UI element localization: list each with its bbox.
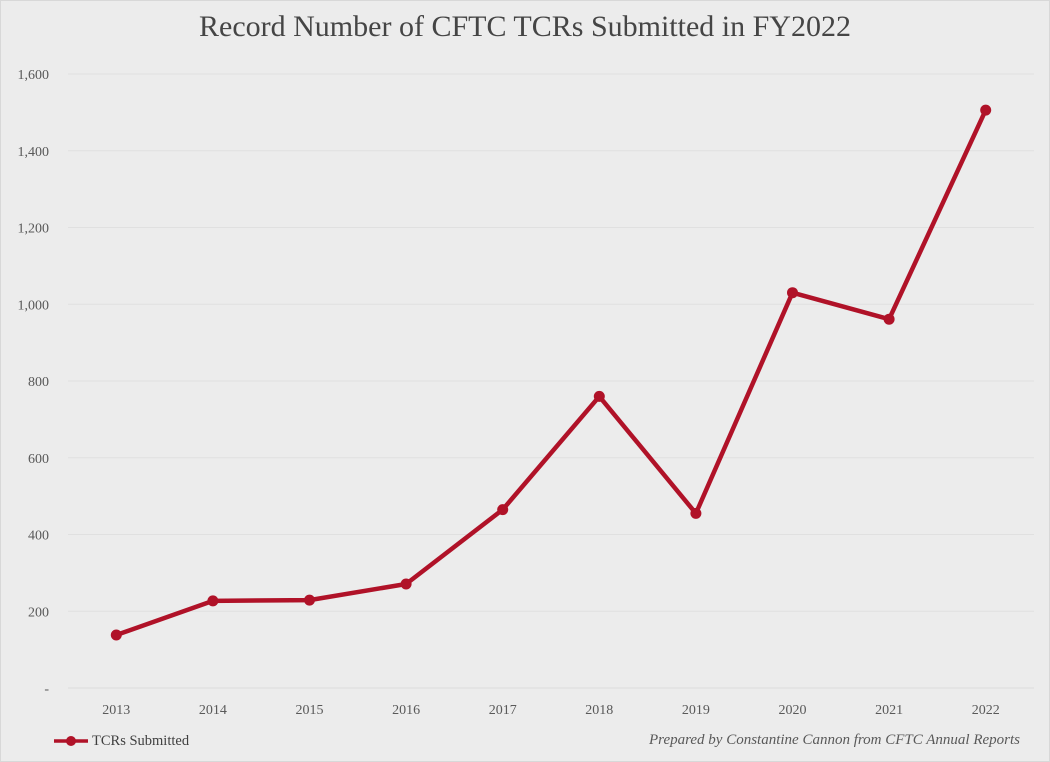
y-tick-label: - bbox=[44, 682, 49, 697]
x-tick-label: 2013 bbox=[102, 703, 130, 718]
x-tick-label: 2015 bbox=[296, 703, 324, 718]
x-tick-label: 2022 bbox=[972, 703, 1000, 718]
x-tick-label: 2014 bbox=[199, 703, 227, 718]
y-tick-label: 400 bbox=[28, 529, 49, 544]
y-tick-label: 1,400 bbox=[18, 145, 50, 160]
data-point-2018 bbox=[593, 390, 605, 402]
data-point-2021 bbox=[883, 313, 895, 325]
x-tick-label: 2018 bbox=[585, 703, 613, 718]
y-tick-label: 1,600 bbox=[18, 68, 50, 83]
legend: TCRs Submitted bbox=[53, 732, 189, 750]
y-tick-label: 600 bbox=[28, 452, 49, 467]
x-tick-label: 2021 bbox=[875, 703, 903, 718]
data-point-2015 bbox=[304, 594, 315, 606]
series-line bbox=[114, 107, 988, 638]
y-tick-label: 800 bbox=[28, 375, 49, 390]
legend-marker-icon bbox=[54, 736, 88, 746]
x-tick-label: 2020 bbox=[779, 703, 807, 718]
x-tick-label: 2019 bbox=[682, 703, 710, 718]
legend-label: TCRs Submitted bbox=[92, 732, 190, 749]
x-tick-label: 2017 bbox=[489, 703, 517, 718]
data-point-2020 bbox=[787, 287, 798, 299]
attribution-text: Prepared by Constantine Cannon from CFTC… bbox=[649, 732, 1020, 748]
x-tick-label: 2016 bbox=[392, 703, 420, 718]
data-point-2016 bbox=[400, 578, 412, 590]
data-point-2014 bbox=[207, 595, 219, 607]
data-point-2022 bbox=[980, 104, 992, 116]
y-tick-label: 200 bbox=[28, 605, 49, 620]
data-point-2019 bbox=[690, 507, 702, 519]
data-point-2017 bbox=[497, 504, 509, 516]
y-tick-label: 1,000 bbox=[18, 298, 50, 313]
y-tick-label: 1,200 bbox=[18, 222, 50, 237]
chart-title: Record Number of CFTC TCRs Submitted in … bbox=[199, 10, 851, 43]
data-point-2013 bbox=[110, 629, 122, 641]
